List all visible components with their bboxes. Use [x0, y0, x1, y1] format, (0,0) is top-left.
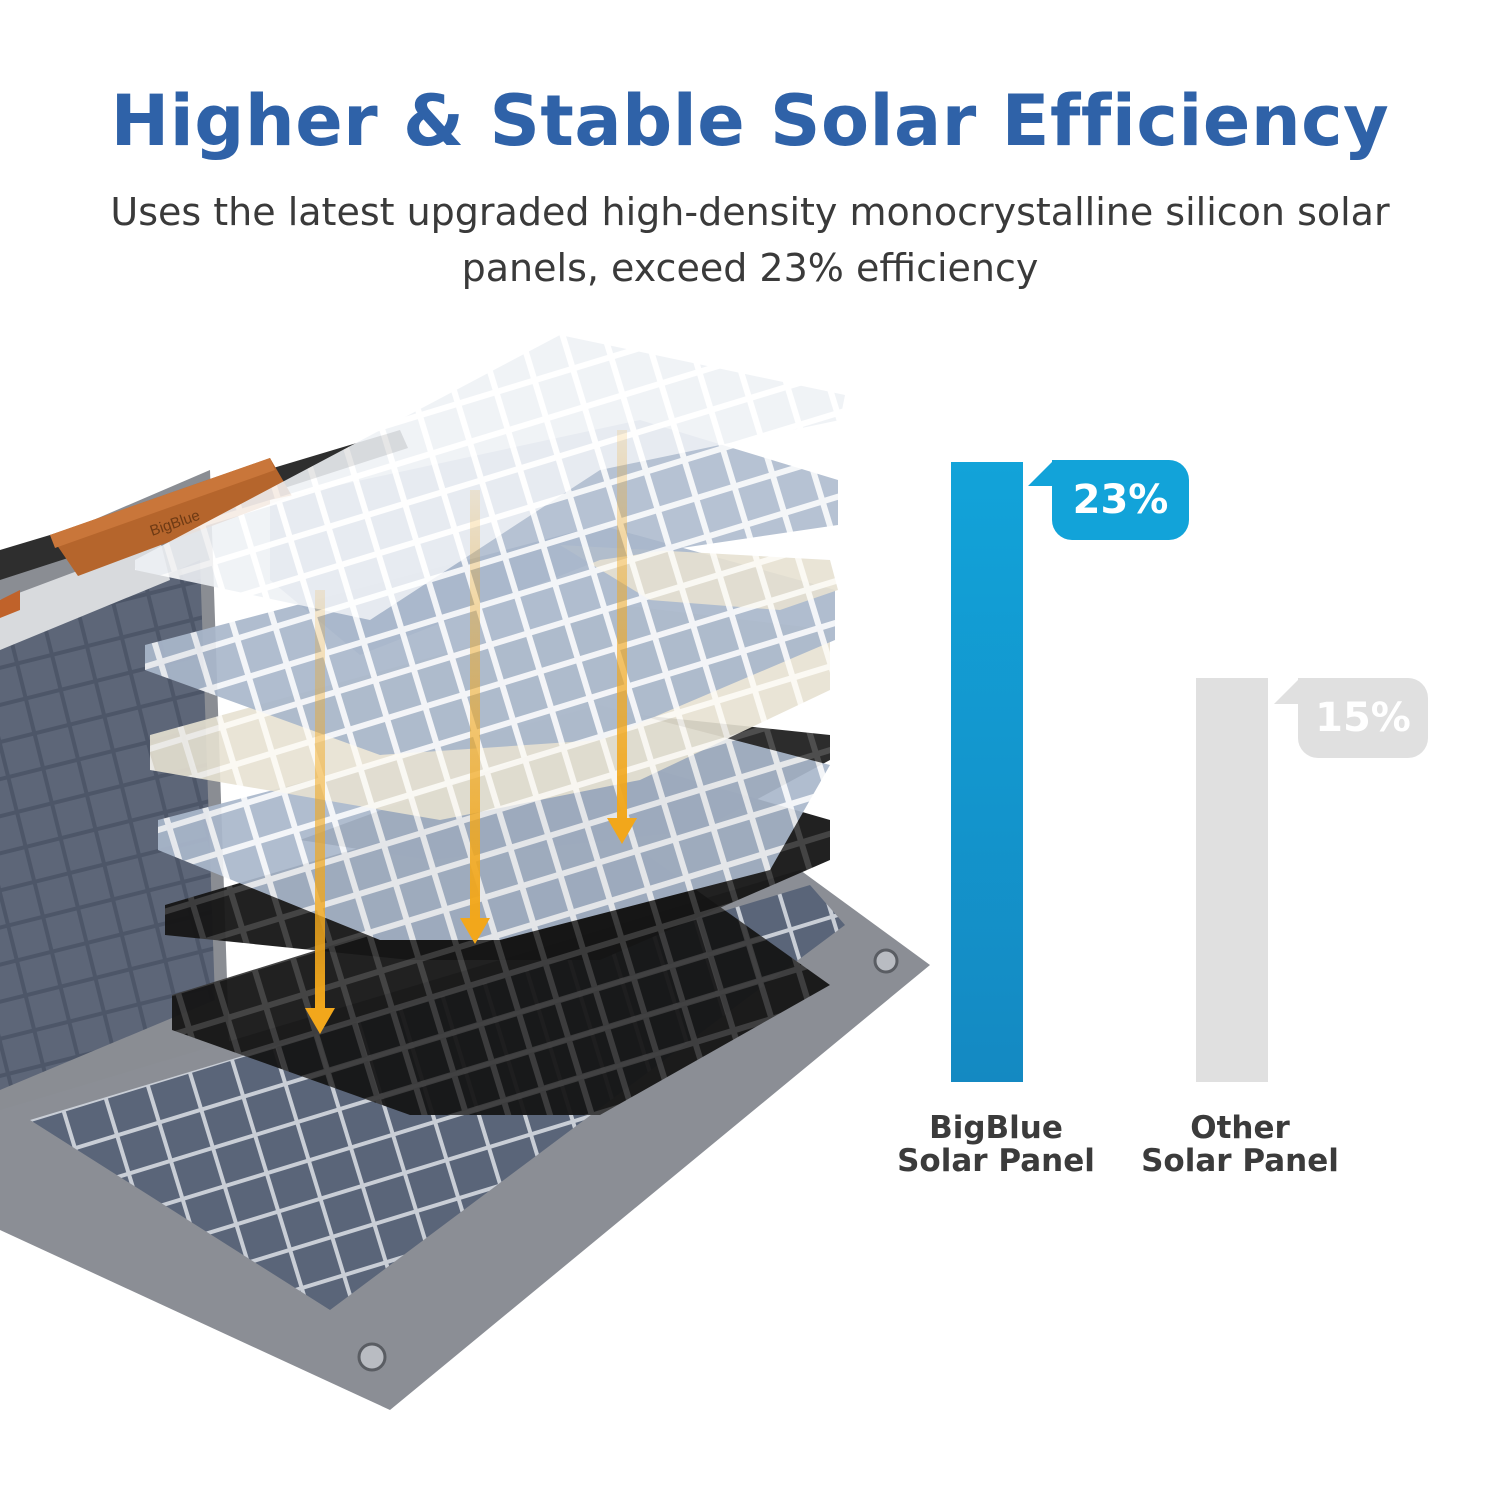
- layer-cream-upper: [560, 545, 838, 610]
- category-label-line2: Solar Panel: [897, 1143, 1095, 1179]
- page-subtitle: Uses the latest upgraded high-density mo…: [110, 190, 1390, 290]
- value-label-bigblue: 23%: [1028, 460, 1189, 540]
- grommet-bottom: [357, 1342, 387, 1372]
- category-label-line1: BigBlue: [929, 1110, 1063, 1146]
- category-label-line1: Other: [1190, 1110, 1290, 1146]
- category-label-line2: Solar Panel: [1141, 1143, 1339, 1179]
- value-label-other-text: 15%: [1315, 695, 1411, 741]
- category-label-bigblue: BigBlue Solar Panel: [876, 1112, 1116, 1178]
- value-label-bigblue-text: 23%: [1072, 477, 1169, 523]
- value-label-other: 15%: [1274, 678, 1428, 758]
- exploded-layers: [135, 335, 845, 1115]
- bubble-tail: [1028, 460, 1054, 486]
- sunlight-arrows: [305, 430, 637, 1034]
- grommet-right: [873, 948, 899, 974]
- layer-glass-top: [135, 335, 845, 620]
- solar-panel-layers-illustration: BigBlue: [0, 335, 930, 1410]
- bubble-tail: [1274, 678, 1300, 704]
- bar-bigblue: [951, 462, 1023, 1082]
- category-label-other: Other Solar Panel: [1120, 1112, 1360, 1178]
- carry-strap: BigBlue: [0, 430, 408, 618]
- page-title: Higher & Stable Solar Efficiency: [110, 80, 1390, 162]
- bar-other: [1196, 678, 1268, 1082]
